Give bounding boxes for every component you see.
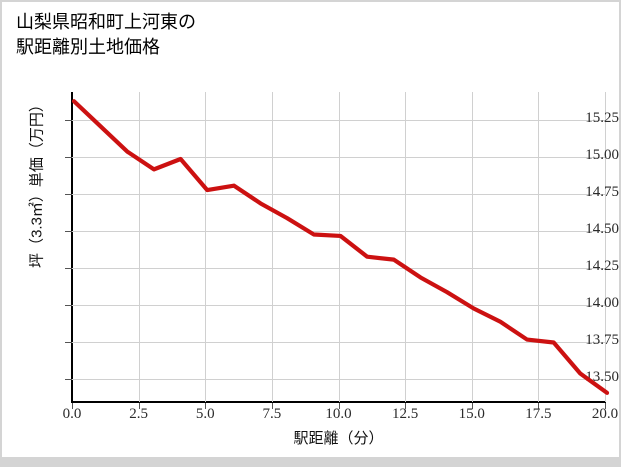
x-axis-tick-label: 5.0 (195, 406, 215, 422)
page-title: 山梨県昭和町上河東の 駅距離別土地価格 (16, 12, 196, 57)
y-axis-tick-mark (65, 342, 72, 343)
y-axis-tick-mark (65, 194, 72, 195)
gridline-vertical (605, 92, 606, 402)
y-axis-tick-label: 14.75 (585, 184, 619, 200)
y-axis-tick-mark (65, 231, 72, 232)
x-axis-tick-mark (138, 403, 140, 409)
y-axis-tick-mark (65, 268, 72, 269)
y-axis-line (71, 92, 73, 403)
gridline-vertical (538, 92, 540, 402)
x-axis-tick-mark (271, 403, 273, 409)
x-axis-tick-mark (471, 403, 473, 409)
y-axis-tick-label: 14.00 (585, 295, 619, 311)
x-axis-tick-label: 15.0 (458, 406, 485, 422)
y-axis-tick-mark (65, 305, 72, 306)
y-axis-tick-mark (65, 120, 72, 121)
x-axis-tick-label: 0.0 (62, 406, 82, 422)
x-axis-tick-mark (538, 403, 540, 409)
x-axis-tick-label: 12.5 (392, 406, 419, 422)
x-axis-tick-mark (605, 403, 606, 409)
x-axis-line (71, 401, 606, 403)
y-axis-tick-mark (65, 157, 72, 158)
y-axis-tick-label: 15.25 (585, 110, 619, 126)
line-series-tsubo-price (71, 99, 610, 395)
gridline-vertical (405, 92, 407, 402)
x-axis-tick-label: 2.5 (129, 406, 148, 422)
gridline-vertical (338, 92, 340, 402)
y-axis-tick-label: 13.50 (585, 369, 619, 385)
y-axis-tick-label: 13.75 (585, 332, 619, 348)
y-axis-tick-mark (65, 379, 72, 380)
x-axis-tick-label: 20.0 (591, 406, 619, 422)
x-axis-title: 駅距離（分） (293, 430, 384, 447)
y-axis-tick-label: 14.25 (585, 258, 619, 274)
x-axis-tick-mark (72, 403, 73, 409)
gridline-vertical (471, 92, 473, 402)
x-axis-tick-mark (205, 403, 207, 409)
y-axis-tick-label: 15.00 (585, 147, 619, 163)
x-axis-tick-label: 10.0 (325, 406, 352, 422)
x-axis-tick-label: 17.5 (525, 406, 552, 422)
y-axis-tick-label: 14.50 (585, 221, 619, 237)
chart-card: 山梨県昭和町上河東の 駅距離別土地価格 15.25 15.00 14.75 14.50… (2, 2, 619, 457)
x-axis-tick-label: 7.5 (262, 406, 282, 422)
x-axis-tick-mark (338, 403, 340, 409)
gridline-vertical (138, 92, 140, 402)
x-axis-tick-mark (405, 403, 407, 409)
gridline-vertical (205, 92, 207, 402)
gridline-vertical (271, 92, 273, 402)
y-axis-title: 坪（3.3㎡）単価（万円） (28, 97, 46, 268)
